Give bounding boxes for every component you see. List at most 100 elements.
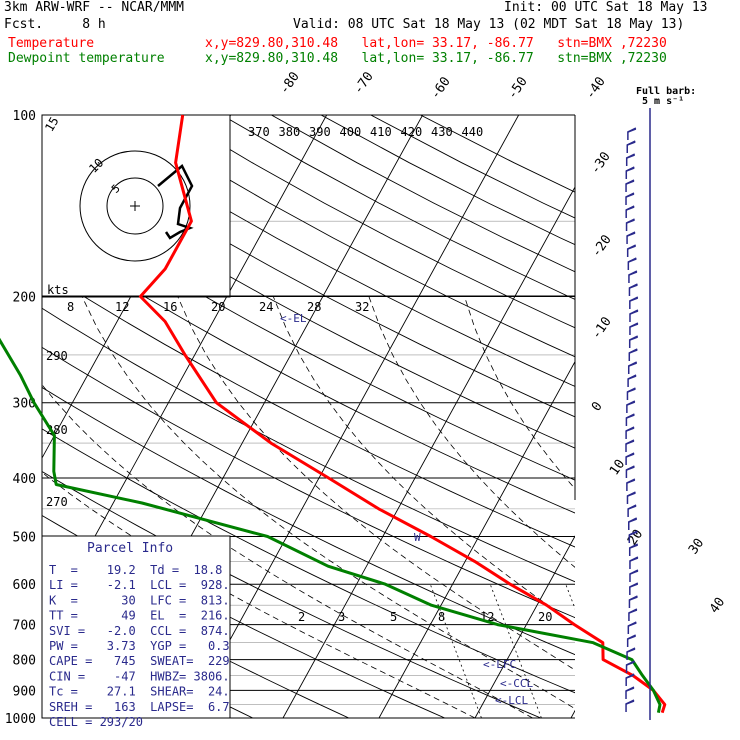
mixing-ratio-line: [429, 584, 482, 718]
dry-adiabat: [42, 196, 575, 481]
wind-barb-flag: [628, 518, 638, 523]
theta-label: 410: [370, 125, 392, 139]
theta-side-label: 270: [46, 495, 68, 509]
parcel-info-row: CIN = -47 HWBZ= 3806.: [49, 669, 230, 683]
isotherm-label: -70: [351, 69, 377, 97]
sounding-annotation: <-CCL: [500, 677, 533, 690]
wind-barb-flag: [625, 180, 635, 185]
dewpoint-location: x,y=829.80,310.48 lat,lon= 33.17, -86.77…: [205, 51, 667, 66]
isotherm-label: -30: [588, 149, 614, 177]
hodograph-speed-label: 16: [163, 300, 177, 314]
dry-adiabat: [42, 428, 575, 694]
hodograph-units: kts: [47, 283, 69, 297]
wind-barb-flag: [625, 193, 635, 198]
dewpoint-legend: Dewpoint temperature: [8, 51, 165, 66]
theta-side-label: 290: [46, 349, 68, 363]
isotherm-label: -50: [505, 74, 531, 102]
pressure-label: 900: [13, 684, 36, 699]
parcel-info-row: CELL = 293/20: [49, 715, 143, 729]
wind-barb-flag: [626, 141, 636, 146]
wind-barb-flag: [626, 466, 635, 471]
wind-barb-flag: [625, 453, 635, 458]
dry-adiabat: [72, 115, 575, 387]
wind-barb-flag: [629, 557, 639, 562]
pressure-label: 600: [13, 578, 36, 593]
wind-barb-flag: [625, 687, 635, 692]
mixing-ratio-label: 20: [538, 610, 552, 624]
moist-adiabat: [177, 296, 575, 671]
pressure-label: 300: [13, 397, 36, 412]
parcel-info-rows: T = 19.2 Td = 18.8LI = -2.1 LCL = 928.K …: [49, 563, 230, 729]
isotherm-label: -60: [428, 74, 454, 102]
isotherm-line: [667, 115, 740, 718]
sounding-annotation: <-LCL: [495, 694, 528, 707]
parcel-info-row: K = 30 LFC = 813.: [49, 593, 230, 607]
theta-label: 440: [462, 125, 484, 139]
hodograph-speed-label: 12: [115, 300, 129, 314]
dry-adiabat: [42, 127, 575, 418]
dry-adiabat: [42, 161, 575, 449]
wind-barb-flag: [627, 388, 636, 393]
hodograph-speed-label: 24: [259, 300, 273, 314]
dry-adiabat: [42, 232, 575, 514]
mixing-ratio-line: [489, 584, 542, 718]
wind-barb-flag: [627, 375, 637, 380]
temperature-profile: [138, 114, 667, 714]
wind-barb-flag: [629, 336, 638, 341]
wind-barb-flag: [627, 492, 636, 497]
wind-barb-flag: [627, 635, 636, 640]
isotherm-label: 30: [686, 536, 707, 557]
barb-legend-title: Full barb:: [636, 86, 696, 97]
wind-barbs: [625, 108, 651, 720]
dry-adiabat: [42, 346, 575, 619]
wind-barb-flag: [626, 479, 636, 484]
dry-adiabat: [370, 115, 575, 219]
mixing-ratio-label: 3: [338, 610, 345, 624]
wind-barb-flag: [626, 414, 635, 419]
isotherm-line: [570, 709, 575, 718]
wind-barb-flag: [625, 700, 635, 705]
parcel-info-title: Parcel Info: [87, 541, 173, 556]
hodograph-trace: [157, 164, 194, 240]
wind-barb-flag: [626, 401, 636, 406]
wind-barb-flag: [628, 258, 637, 263]
wind-barb-flag: [626, 167, 635, 172]
wind-barb-flag: [629, 323, 639, 328]
theta-label: 380: [279, 125, 301, 139]
hodograph-speed-labels: 8 12 16 20 24 28 32: [42, 295, 575, 314]
wind-barb-flag: [625, 206, 635, 211]
sounding-profiles: [0, 114, 667, 714]
isotherm-line: [378, 360, 575, 718]
wind-barb-flag: [625, 427, 635, 432]
isotherm-label: 10: [607, 457, 628, 478]
wind-barb-flag: [626, 232, 636, 237]
sounding-annotation: W: [414, 531, 421, 544]
dry-adiabat: [42, 386, 575, 656]
mixing-ratio-label: 8: [438, 610, 445, 624]
theta-label: 420: [401, 125, 423, 139]
wind-barb-flag: [626, 154, 635, 159]
isotherm-line: [186, 115, 520, 718]
wind-barb-flag: [629, 297, 639, 302]
isotherm-label: -20: [589, 232, 615, 260]
hodograph-ring-label: 15: [42, 114, 61, 134]
wind-barb-flag: [627, 505, 637, 510]
dry-adiabat: [221, 115, 575, 300]
temperature-location: x,y=829.80,310.48 lat,lon= 33.17, -86.77…: [205, 36, 667, 51]
wind-barb-flag: [629, 310, 639, 315]
pressure-label: 400: [13, 472, 36, 487]
wind-barb-flag: [628, 622, 637, 627]
sounding-annotation: <-EL: [280, 312, 307, 325]
wind-barb-flag: [629, 544, 638, 549]
wind-barb-flag: [628, 271, 638, 276]
parcel-info-row: PW = 3.73 YGP = 0.3: [49, 639, 230, 653]
wind-barb-flag: [629, 570, 639, 575]
theta-label: 430: [431, 125, 453, 139]
isotherm-label: -80: [277, 69, 303, 97]
init-time: Init: 00 UTC Sat 18 May 13: [504, 0, 708, 15]
parcel-info-box: Parcel Info: [41, 535, 231, 719]
parcel-info-row: LI = -2.1 LCL = 928.: [49, 578, 230, 592]
hodograph-speed-label: 32: [355, 300, 369, 314]
wind-barb-flag: [628, 362, 637, 367]
hodograph-speed-label: 28: [307, 300, 321, 314]
